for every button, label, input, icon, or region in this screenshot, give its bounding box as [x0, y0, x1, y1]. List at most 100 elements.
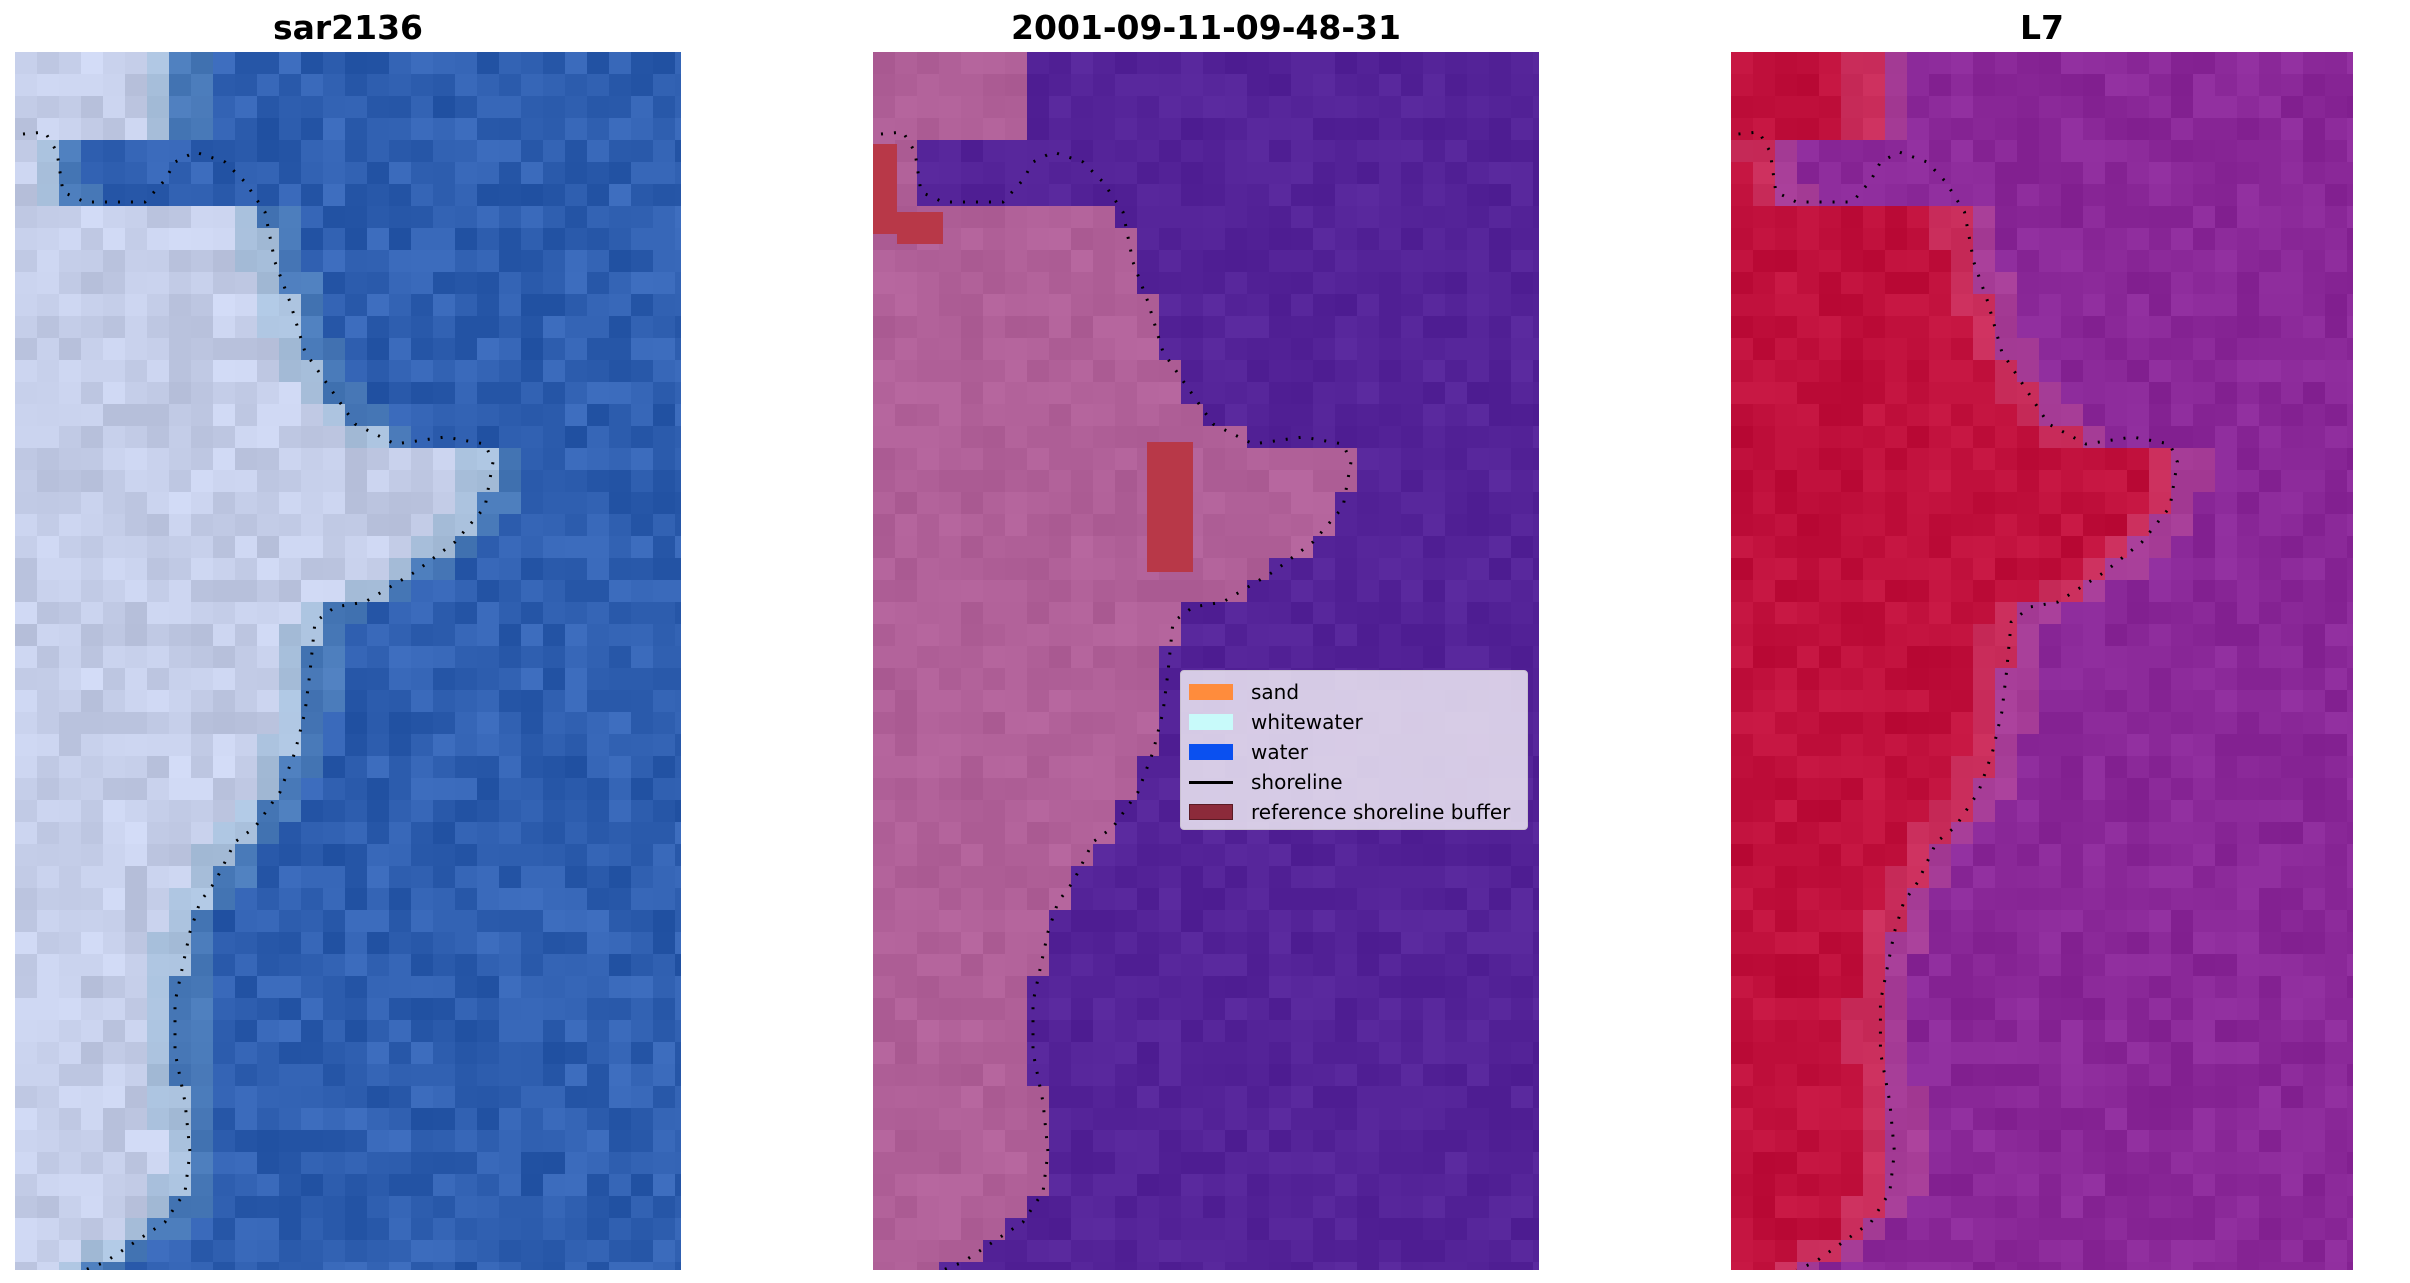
- image-pixel: [191, 734, 213, 756]
- image-pixel: [433, 338, 455, 360]
- image-pixel: [2105, 624, 2127, 646]
- image-pixel: [1291, 1152, 1313, 1174]
- image-pixel: [1005, 888, 1027, 910]
- image-pixel: [675, 866, 681, 888]
- image-pixel: [983, 74, 1005, 96]
- image-pixel: [895, 382, 917, 404]
- image-pixel: [1203, 580, 1225, 602]
- image-pixel: [1973, 162, 1995, 184]
- image-pixel: [1753, 668, 1775, 690]
- image-pixel: [125, 558, 147, 580]
- image-pixel: [1379, 426, 1401, 448]
- image-pixel: [2281, 338, 2303, 360]
- image-pixel: [323, 514, 345, 536]
- image-pixel: [2259, 866, 2281, 888]
- image-pixel: [1027, 338, 1049, 360]
- image-pixel: [895, 250, 917, 272]
- image-pixel: [873, 822, 895, 844]
- image-pixel: [323, 1174, 345, 1196]
- image-pixel: [1093, 932, 1115, 954]
- image-pixel: [1159, 294, 1181, 316]
- image-pixel: [521, 910, 543, 932]
- image-pixel: [301, 118, 323, 140]
- image-pixel: [1907, 162, 1929, 184]
- image-pixel: [1269, 646, 1291, 668]
- image-pixel: [1379, 910, 1401, 932]
- image-pixel: [1995, 338, 2017, 360]
- image-pixel: [1225, 580, 1247, 602]
- image-pixel: [1731, 668, 1753, 690]
- image-pixel: [1313, 624, 1335, 646]
- image-pixel: [477, 140, 499, 162]
- image-pixel: [411, 602, 433, 624]
- image-pixel: [1049, 558, 1071, 580]
- image-pixel: [257, 602, 279, 624]
- image-pixel: [389, 1042, 411, 1064]
- image-pixel: [521, 888, 543, 910]
- image-pixel: [961, 360, 983, 382]
- image-pixel: [1533, 492, 1539, 514]
- image-pixel: [1841, 184, 1863, 206]
- image-pixel: [1115, 932, 1137, 954]
- image-pixel: [543, 140, 565, 162]
- image-pixel: [103, 404, 125, 426]
- image-pixel: [323, 1152, 345, 1174]
- image-pixel: [2017, 272, 2039, 294]
- image-pixel: [961, 1240, 983, 1262]
- image-pixel: [1401, 316, 1423, 338]
- image-pixel: [565, 602, 587, 624]
- image-pixel: [59, 954, 81, 976]
- image-pixel: [345, 756, 367, 778]
- image-pixel: [1775, 448, 1797, 470]
- image-pixel: [2039, 646, 2061, 668]
- image-pixel: [939, 1042, 961, 1064]
- image-pixel: [2083, 1042, 2105, 1064]
- image-pixel: [433, 294, 455, 316]
- image-pixel: [2105, 844, 2127, 866]
- image-pixel: [2061, 646, 2083, 668]
- image-pixel: [2017, 932, 2039, 954]
- image-pixel: [59, 668, 81, 690]
- image-pixel: [15, 1240, 37, 1262]
- image-pixel: [939, 866, 961, 888]
- image-pixel: [1797, 888, 1819, 910]
- image-pixel: [1533, 1064, 1539, 1086]
- image-pixel: [191, 294, 213, 316]
- image-pixel: [1775, 954, 1797, 976]
- image-pixel: [1841, 712, 1863, 734]
- image-pixel: [1797, 294, 1819, 316]
- image-pixel: [323, 492, 345, 514]
- image-pixel: [1269, 1174, 1291, 1196]
- image-pixel: [1467, 74, 1489, 96]
- image-pixel: [37, 646, 59, 668]
- image-pixel: [389, 118, 411, 140]
- image-pixel: [565, 1086, 587, 1108]
- image-pixel: [1907, 778, 1929, 800]
- image-pixel: [367, 118, 389, 140]
- image-pixel: [895, 932, 917, 954]
- image-pixel: [499, 426, 521, 448]
- image-pixel: [1005, 558, 1027, 580]
- image-pixel: [1907, 360, 1929, 382]
- image-pixel: [1027, 140, 1049, 162]
- image-pixel: [2259, 1108, 2281, 1130]
- image-pixel: [1291, 382, 1313, 404]
- image-pixel: [631, 712, 653, 734]
- image-pixel: [961, 602, 983, 624]
- image-pixel: [961, 404, 983, 426]
- image-pixel: [1841, 404, 1863, 426]
- image-pixel: [1137, 800, 1159, 822]
- image-pixel: [279, 448, 301, 470]
- image-pixel: [213, 1240, 235, 1262]
- image-pixel: [235, 712, 257, 734]
- image-pixel: [2039, 558, 2061, 580]
- image-pixel: [103, 470, 125, 492]
- image-pixel: [147, 316, 169, 338]
- image-pixel: [653, 822, 675, 844]
- image-pixel: [873, 756, 895, 778]
- image-pixel: [1335, 932, 1357, 954]
- image-pixel: [1797, 1020, 1819, 1042]
- image-pixel: [2061, 580, 2083, 602]
- image-pixel: [345, 976, 367, 998]
- image-pixel: [653, 52, 675, 74]
